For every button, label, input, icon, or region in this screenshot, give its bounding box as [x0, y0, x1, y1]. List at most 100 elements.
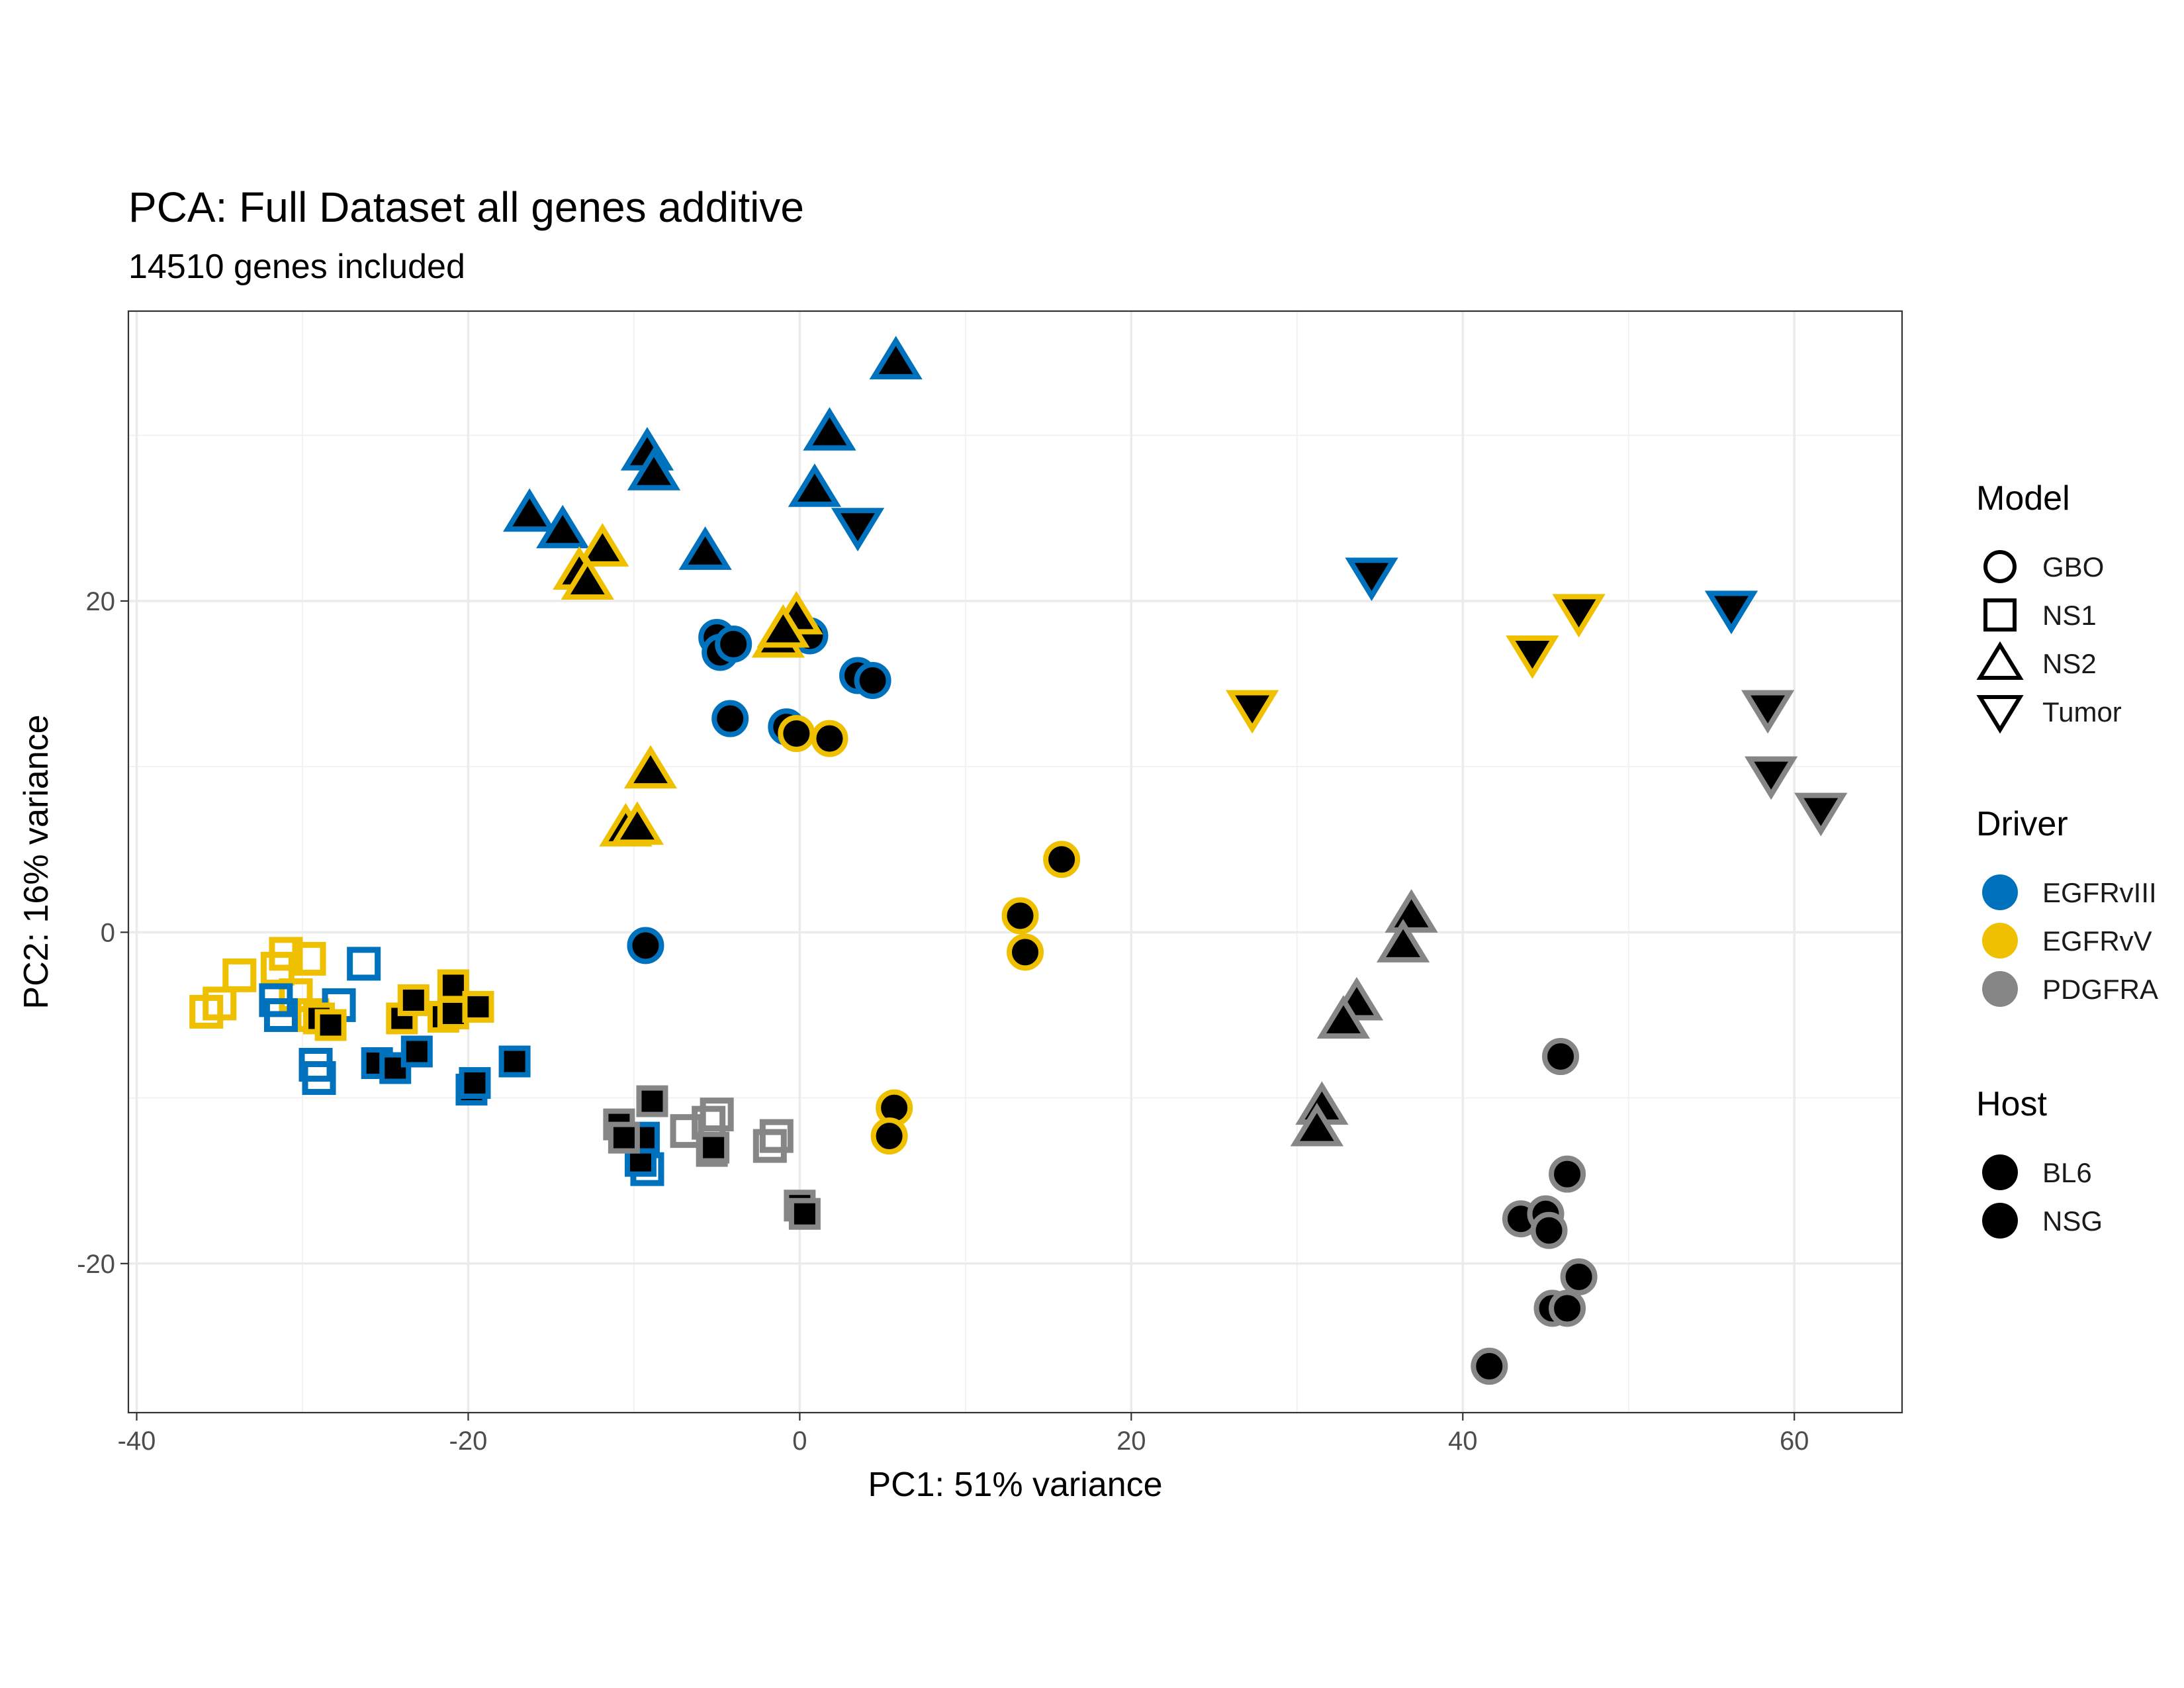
data-point — [678, 526, 732, 570]
data-point — [711, 700, 749, 737]
data-point — [437, 969, 469, 1002]
legend-title: Host — [1976, 1085, 2047, 1123]
legend-label: PDGFRA — [2042, 974, 2158, 1005]
legend-key-color — [1982, 874, 2018, 910]
legend-label: EGFRvIII — [2042, 877, 2157, 908]
x-tick-label: 40 — [1448, 1427, 1478, 1456]
data-point — [1316, 995, 1371, 1039]
data-point — [670, 1114, 704, 1149]
data-point — [1530, 1211, 1568, 1249]
data-point — [222, 958, 257, 992]
data-point — [627, 447, 681, 491]
legend-label: BL6 — [2042, 1157, 2092, 1188]
chart-subtitle: 14510 genes included — [128, 248, 465, 286]
legend-label: NS2 — [2042, 648, 2097, 679]
data-point — [608, 1121, 640, 1154]
data-point — [314, 1009, 347, 1041]
axes: -40 -20 0 20 40 60 -20 0 20 — [77, 587, 1809, 1456]
data-point — [831, 508, 885, 551]
data-point — [269, 937, 303, 971]
data-point — [536, 504, 590, 549]
x-tick-label: 0 — [792, 1427, 807, 1456]
data-point — [1506, 635, 1559, 679]
data-point — [627, 927, 664, 964]
data-point — [778, 715, 815, 753]
legend-key-triangle-down — [1976, 695, 2024, 734]
data-point — [788, 1197, 821, 1230]
data-point — [1542, 1038, 1580, 1076]
data-point — [1345, 557, 1398, 602]
data-point — [576, 523, 629, 567]
data-point — [459, 1067, 491, 1100]
data-point — [1043, 841, 1081, 878]
data-point — [1549, 1155, 1586, 1193]
data-point — [1549, 1289, 1586, 1327]
data-point — [292, 941, 326, 976]
data-point — [263, 998, 298, 1032]
x-axis-label: PC1: 51% variance — [868, 1466, 1162, 1504]
legend-key-circle — [1983, 550, 2017, 583]
x-tick-label: -20 — [449, 1427, 488, 1456]
data-point — [498, 1045, 531, 1078]
legend-label: NS1 — [2042, 600, 2097, 631]
data-point — [1744, 756, 1798, 800]
data-point — [1385, 889, 1438, 933]
legend-label: EGFRvV — [2042, 925, 2152, 957]
data-point — [1560, 1258, 1598, 1295]
x-tick-label: 60 — [1780, 1427, 1809, 1456]
data-point — [502, 488, 557, 532]
data-point — [1471, 1347, 1508, 1385]
data-point — [752, 1129, 787, 1163]
x-tick-label: -40 — [118, 1427, 156, 1456]
y-tick-label: 20 — [86, 587, 116, 616]
data-point — [698, 1131, 730, 1164]
data-point — [1794, 792, 1848, 837]
data-point — [302, 1061, 336, 1096]
data-point — [462, 990, 494, 1023]
legend-key-color — [1982, 923, 2018, 959]
legend-title: Model — [1976, 479, 2070, 518]
x-tick-label: 20 — [1116, 1427, 1146, 1456]
y-axis-label: PC2: 16% variance — [17, 714, 56, 1009]
legend-label: NSG — [2042, 1205, 2103, 1237]
data-point — [715, 625, 752, 663]
data-point — [561, 556, 614, 600]
data-point — [1552, 594, 1606, 638]
data-point — [1226, 690, 1279, 734]
data-point — [1376, 919, 1430, 962]
legend-label: GBO — [2042, 551, 2104, 583]
data-point — [400, 1035, 433, 1068]
data-point — [379, 1052, 412, 1084]
data-point — [1007, 933, 1044, 971]
data-point — [347, 947, 381, 981]
data-point — [870, 1117, 908, 1155]
legend-key-color — [1982, 971, 2018, 1007]
chart-title: PCA: Full Dataset all genes additive — [128, 183, 804, 231]
data-point — [788, 463, 842, 507]
data-point — [203, 986, 237, 1021]
y-tick-label: 0 — [101, 918, 115, 947]
data-point — [1290, 1102, 1343, 1147]
data-point — [397, 984, 430, 1016]
data-point — [854, 662, 891, 700]
data-point — [811, 720, 848, 757]
legend-title: Driver — [1976, 805, 2068, 843]
data-point — [623, 745, 678, 789]
data-point — [1741, 690, 1795, 734]
plot-panel-border — [127, 310, 1903, 1414]
data-point — [636, 1085, 668, 1117]
data-point — [756, 604, 810, 648]
legend-label: Tumor — [2042, 696, 2122, 727]
legend-key-fill — [1982, 1203, 2018, 1239]
legend-key-square — [1983, 598, 2017, 632]
legend-key-fill — [1982, 1154, 2018, 1190]
data-point — [759, 1119, 794, 1153]
legend: Model GBO NS1 NS2 Tumor Driver EGFRvIII EGFRvV P… — [1976, 479, 2158, 1239]
data-points — [189, 336, 1848, 1385]
data-point — [610, 801, 664, 845]
data-point — [869, 336, 923, 380]
data-point — [1001, 897, 1039, 935]
y-tick-label: -20 — [77, 1250, 115, 1279]
data-point — [1704, 590, 1758, 635]
